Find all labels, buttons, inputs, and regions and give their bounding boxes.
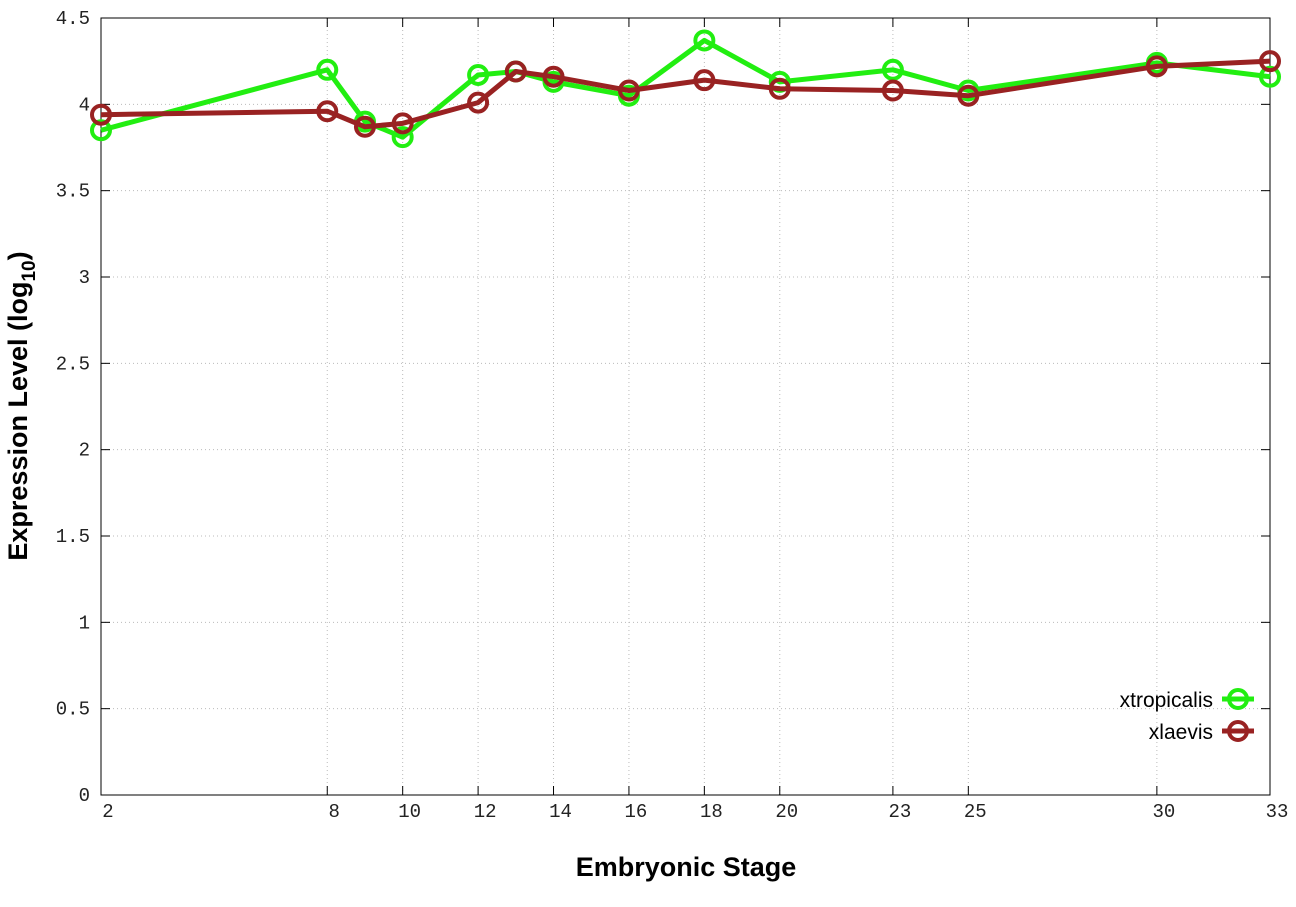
point <box>1259 65 1281 88</box>
x-tick-label: 18 <box>700 801 723 823</box>
point <box>353 115 376 138</box>
legend-label: xtropicalis <box>1120 689 1213 712</box>
point <box>391 112 414 135</box>
legend-label: xlaevis <box>1149 721 1213 744</box>
point <box>504 60 527 83</box>
point <box>768 77 791 100</box>
y-tick-label: 0.5 <box>56 699 90 721</box>
x-tick-label: 12 <box>474 801 497 823</box>
point <box>1145 55 1168 78</box>
y-tick-label: 1 <box>79 612 90 634</box>
point <box>957 84 980 107</box>
y-tick-label: 4 <box>79 94 90 116</box>
x-tick-label: 10 <box>398 801 421 823</box>
point <box>90 119 112 142</box>
point <box>881 79 904 102</box>
plot-frame <box>100 17 1271 796</box>
y-label-sub: 10 <box>19 260 40 281</box>
series-line <box>100 37 1271 140</box>
x-tick-label: 8 <box>329 801 340 823</box>
point <box>693 69 716 92</box>
y-tick-label: 3 <box>79 267 90 289</box>
x-tick-label: 16 <box>625 801 648 823</box>
x-tick-label: 25 <box>964 801 987 823</box>
x-tick-label: 20 <box>775 801 798 823</box>
x-tick-label: 33 <box>1266 801 1289 823</box>
y-tick-label: 4.5 <box>56 8 90 30</box>
point <box>542 65 565 88</box>
point <box>316 100 339 123</box>
point <box>316 58 339 81</box>
point <box>467 63 490 86</box>
series-line <box>100 58 1271 130</box>
point <box>391 126 414 149</box>
x-tick-label: 14 <box>549 801 572 823</box>
y-label-end: ) <box>3 251 33 260</box>
point <box>617 79 640 102</box>
y-axis-label: Expression Level (log10) <box>3 251 40 560</box>
legend-marker <box>1227 688 1249 710</box>
legend-marker <box>1227 720 1249 742</box>
point <box>693 29 716 52</box>
point <box>881 58 904 81</box>
x-axis-label: Embryonic Stage <box>576 852 797 882</box>
y-tick-label: 2 <box>79 440 90 462</box>
y-label-text: Expression Level (log <box>3 282 33 561</box>
point <box>467 91 490 114</box>
y-tick-label: 2.5 <box>56 353 90 375</box>
x-tick-label: 2 <box>102 801 113 823</box>
y-tick-label: 1.5 <box>56 526 90 548</box>
point <box>1259 50 1281 73</box>
x-tick-label: 23 <box>888 801 911 823</box>
y-tick-label: 3.5 <box>56 181 90 203</box>
x-tick-label: 30 <box>1152 801 1175 823</box>
point <box>90 103 112 126</box>
y-tick-label: 0 <box>79 785 90 807</box>
